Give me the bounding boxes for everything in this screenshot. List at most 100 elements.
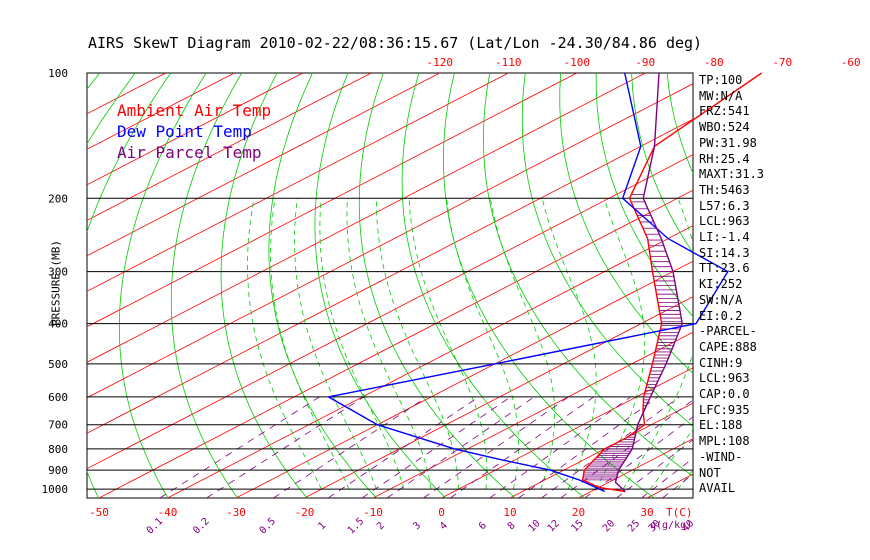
index-item: TH:5463 xyxy=(699,182,750,197)
pressure-tick-label: 800 xyxy=(48,443,68,456)
index-item: TT:23.6 xyxy=(699,261,750,276)
dry-adiabat-line xyxy=(442,73,655,498)
index-item: CAP:0.0 xyxy=(699,387,750,402)
moist-adiabat-lines xyxy=(247,198,693,490)
plot-frame xyxy=(86,72,694,499)
isotherm-line xyxy=(87,73,235,150)
index-item: CAPE:888 xyxy=(699,339,757,354)
mixing-ratio-line xyxy=(662,473,693,498)
mixing-ratio-line xyxy=(518,396,659,498)
bottom-temp-tick-label: 30 xyxy=(640,506,653,519)
mixing-ratio-label: 4 xyxy=(438,520,450,532)
dry-adiabat-line xyxy=(809,73,870,498)
dry-adiabat-line xyxy=(631,73,693,254)
dry-adiabat-line xyxy=(170,73,242,498)
index-item: RH:25.4 xyxy=(699,151,750,166)
mixing-ratio-label: 10 xyxy=(526,518,542,534)
mixing-ratio-line xyxy=(584,416,693,498)
dry-adiabat-line xyxy=(595,73,693,318)
index-item: EI:0.2 xyxy=(699,308,743,323)
isotherm-line xyxy=(372,331,693,498)
dry-adiabat-line xyxy=(483,73,693,477)
pressure-tick-label: 100 xyxy=(48,67,68,80)
mixing-ratio-line xyxy=(489,396,631,498)
mixing-ratio-line xyxy=(327,396,480,498)
index-item: -WIND- xyxy=(699,449,743,464)
dry-adiabat-line xyxy=(220,73,308,498)
pressure-tick-label: 300 xyxy=(48,266,68,279)
isotherm-line xyxy=(87,154,693,470)
mixing-ratio-lines xyxy=(159,396,693,498)
isobar-lines xyxy=(87,197,693,490)
indices-panel: TP:100 MW:N/A FRZ:541 WBO:524 PW:31.98 RH:25.… xyxy=(699,73,764,497)
index-item: LFC:935 xyxy=(699,402,750,417)
index-item: NOT xyxy=(699,465,721,480)
mixing-ratio-label: 6 xyxy=(477,520,489,532)
mixing-ratio-line xyxy=(159,396,320,498)
top-temp-tick-label: -90 xyxy=(635,56,655,69)
index-item: SI:14.3 xyxy=(699,245,750,260)
isotherm-line xyxy=(87,73,509,292)
isotherm-line xyxy=(87,73,646,363)
dry-adiabat-line xyxy=(774,73,870,498)
isotherm-line xyxy=(784,73,870,498)
isotherm-line xyxy=(167,225,693,498)
bottom-temp-tick-label: -50 xyxy=(89,506,109,519)
isotherm-line xyxy=(509,402,693,498)
bottom-temp-tick-label: -30 xyxy=(226,506,246,519)
moist-adiabat-line xyxy=(247,198,322,490)
cape-hatching xyxy=(582,194,682,481)
legend-ambient-air-temp: Ambient Air Temp xyxy=(117,101,272,120)
isotherm-line xyxy=(87,73,577,328)
mixing-ratio-label: 2 xyxy=(375,520,387,532)
bottom-temp-tick-label: -10 xyxy=(363,506,383,519)
index-item: -PARCEL- xyxy=(699,324,757,339)
dew-point-temp-line xyxy=(326,72,729,493)
index-item: AVAIL xyxy=(699,481,736,496)
mixing-ratio-line xyxy=(450,396,595,498)
mixing-ratio-label: 20 xyxy=(601,518,617,534)
isotherm-lines xyxy=(87,73,870,498)
index-item: SW:N/A xyxy=(699,292,743,307)
mixing-ratio-label: 0.2 xyxy=(191,516,212,537)
dry-adiabat-line xyxy=(666,73,693,175)
moist-adiabat-line xyxy=(490,198,556,490)
dry-adiabat-line xyxy=(559,73,693,374)
pressure-tick-label: 600 xyxy=(48,391,68,404)
ambient-air-temp-line xyxy=(581,72,763,493)
index-item: L57:6.3 xyxy=(699,198,750,213)
moist-adiabat-line xyxy=(649,427,693,490)
isotherm-line xyxy=(98,189,693,498)
pressure-tick-label: 400 xyxy=(48,318,68,331)
mixing-ratio-label: 12 xyxy=(546,518,562,534)
top-temp-tick-label: -70 xyxy=(772,56,792,69)
mixing-ratio-label: 15 xyxy=(569,518,585,534)
chart-title: AIRS SkewT Diagram 2010-02-22/08:36:15.6… xyxy=(88,34,703,52)
index-item: MAXT:31.3 xyxy=(699,167,765,182)
bottom-temp-tick-label: 10 xyxy=(503,506,516,519)
top-temp-tick-label: -120 xyxy=(427,56,454,69)
top-temp-tick-label: -110 xyxy=(495,56,522,69)
mixing-ratio-label: 3 xyxy=(411,520,423,532)
isotherm-line xyxy=(87,73,372,221)
index-item: MPL:108 xyxy=(699,434,750,449)
isotherm-line xyxy=(304,296,693,498)
mixing-ratio-line xyxy=(273,396,428,498)
mixing-ratio-label: 0.1 xyxy=(145,516,166,537)
mixing-ratio-label: 1.5 xyxy=(346,516,367,537)
moist-adiabat-line xyxy=(446,198,519,490)
index-item: CINH:9 xyxy=(699,355,743,370)
dry-adiabat-line xyxy=(844,73,870,498)
pressure-tick-label: 200 xyxy=(48,192,68,205)
pressure-tick-label: 1000 xyxy=(42,483,69,496)
top-temp-tick-label: -80 xyxy=(704,56,724,69)
bottom-temp-tick-label: 0 xyxy=(438,506,445,519)
index-item: TP:100 xyxy=(699,73,743,87)
top-temp-tick-label: -60 xyxy=(841,56,861,69)
legend-dew-point-temp: Dew Point Temp xyxy=(117,122,252,141)
bottom-axis-label: T(C) xyxy=(666,506,693,519)
index-item: LCL:963 xyxy=(699,371,750,386)
moist-adiabat-line xyxy=(622,198,693,490)
bottom-temp-tick-label: -20 xyxy=(295,506,315,519)
